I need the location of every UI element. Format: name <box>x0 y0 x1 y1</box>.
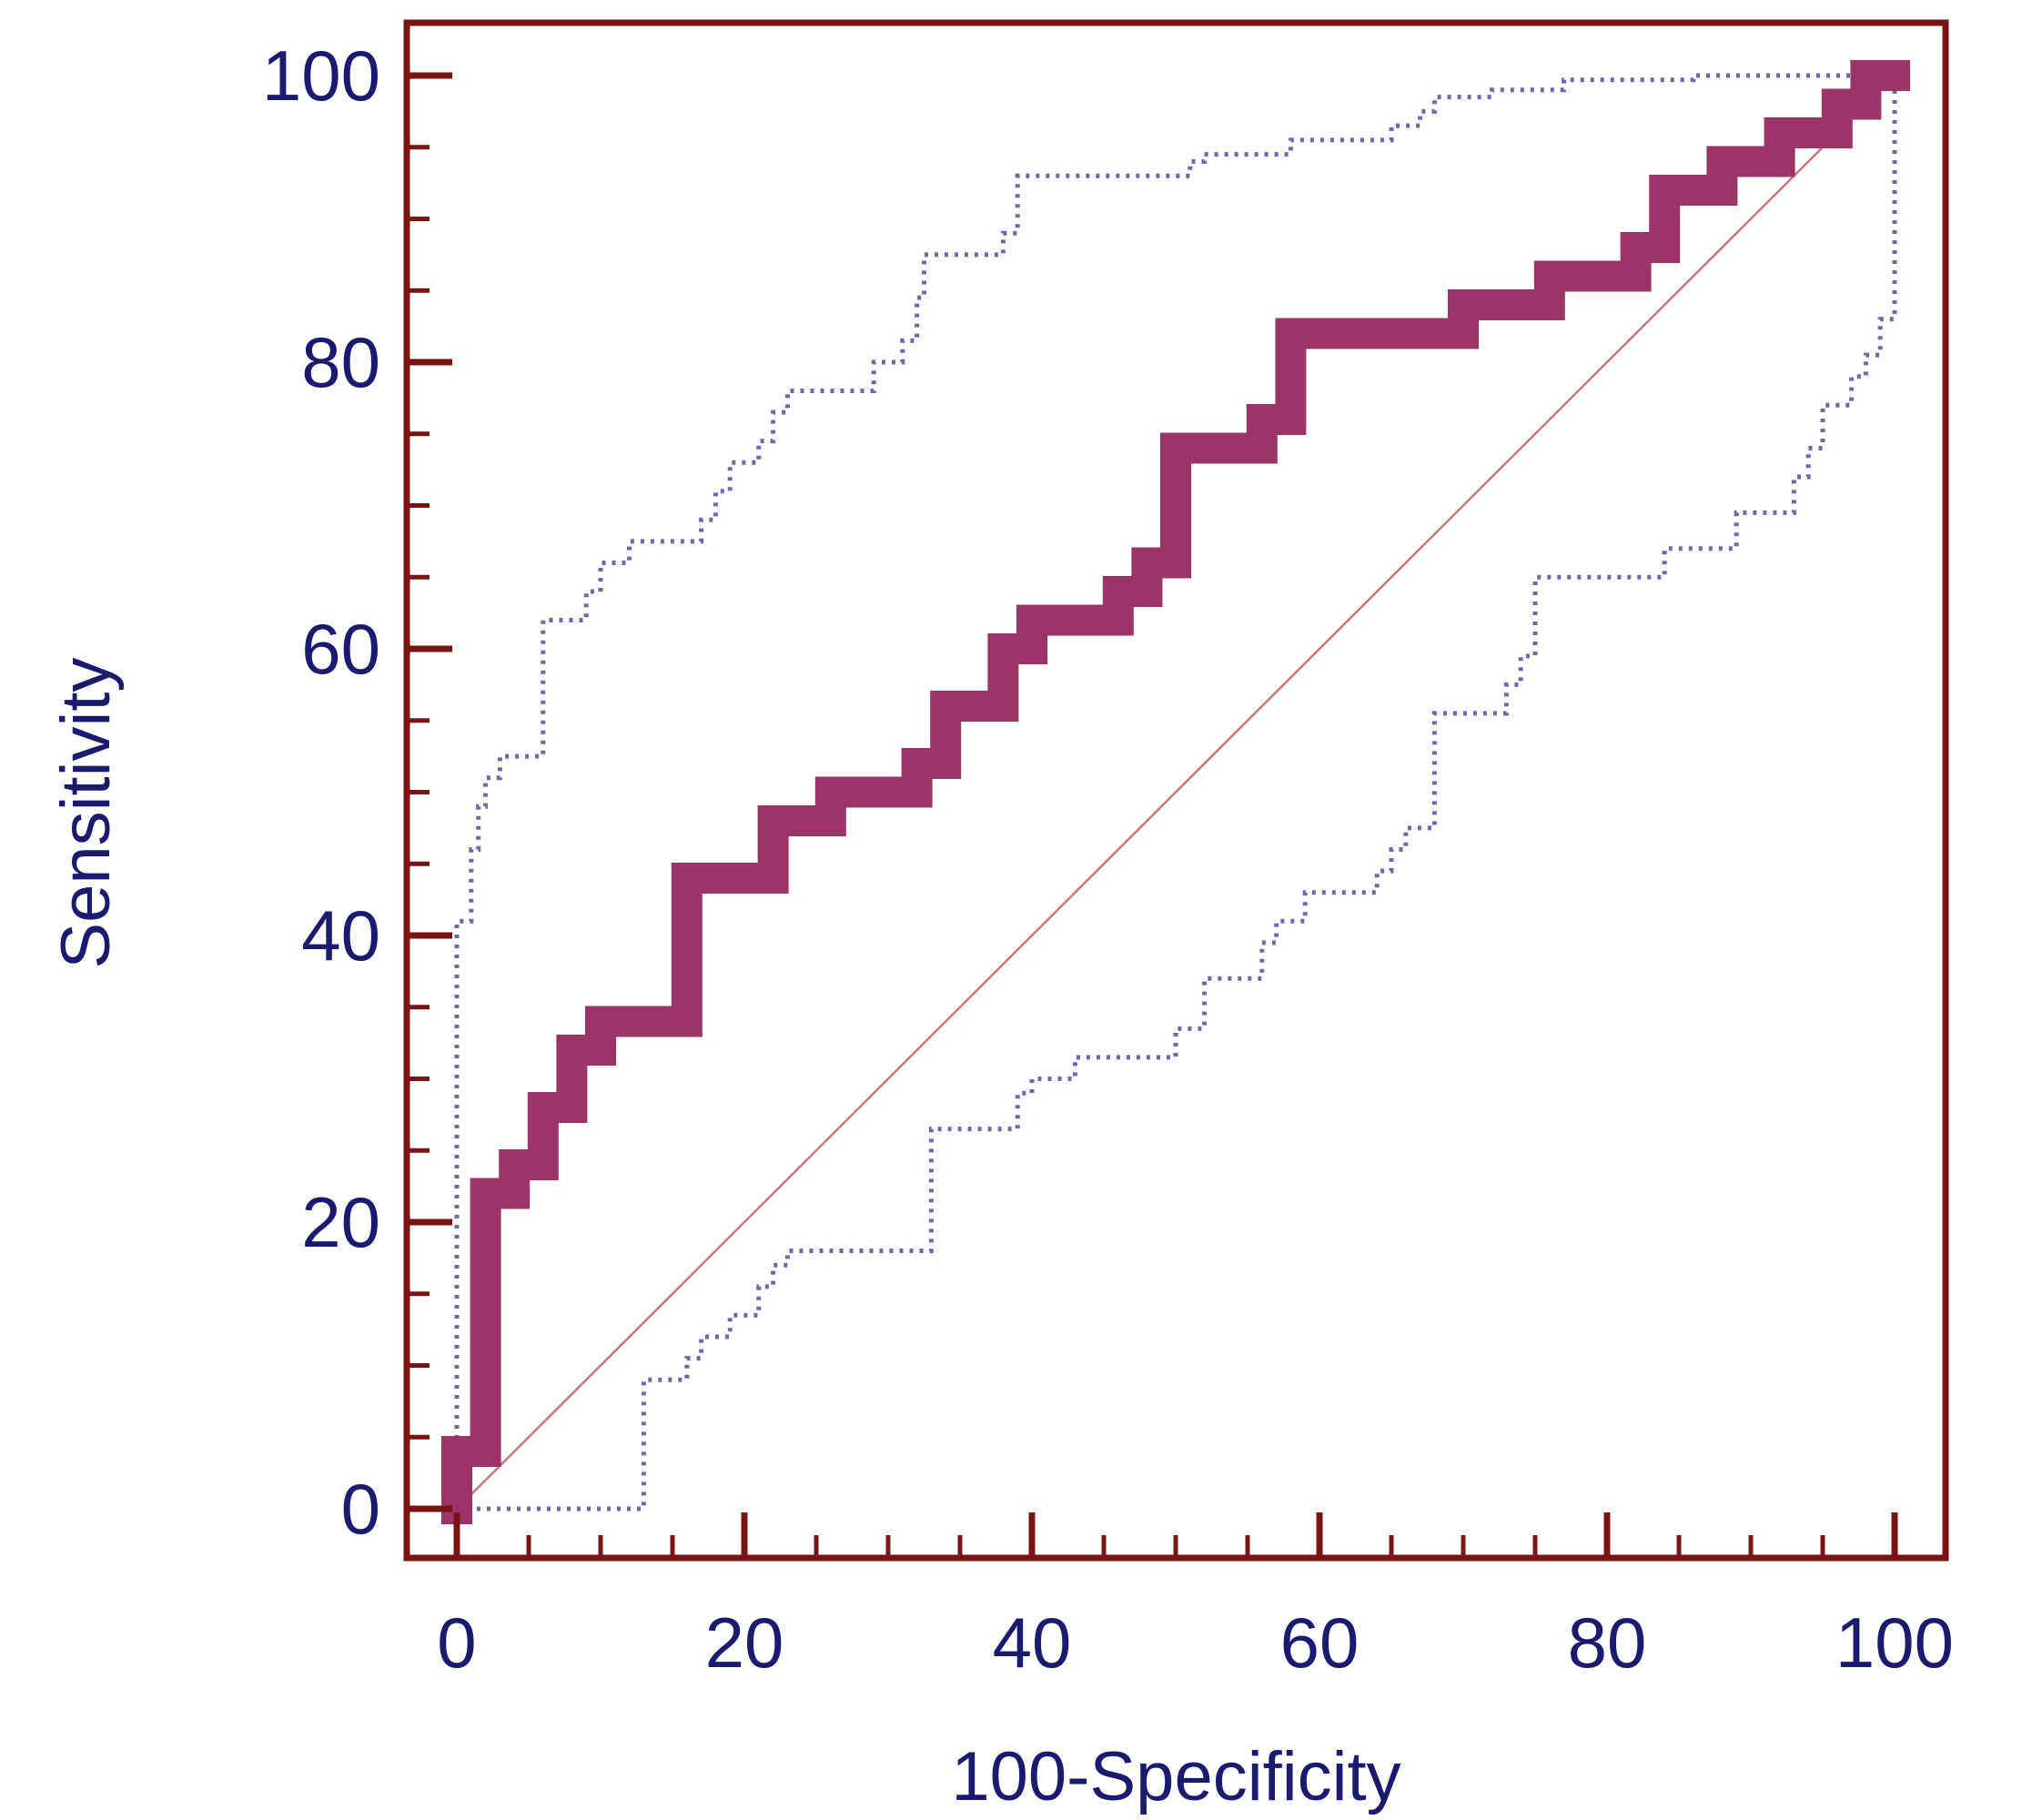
roc-curve <box>441 60 1910 1524</box>
y-tick-label: 20 <box>301 1182 380 1262</box>
y-tick-label: 40 <box>301 895 380 976</box>
x-axis-title: 100-Specificity <box>951 1738 1400 1815</box>
x-tick-label: 20 <box>705 1603 784 1683</box>
y-tick-label: 60 <box>301 609 380 689</box>
x-tick-label: 60 <box>1280 1603 1360 1683</box>
x-tick-label: 100 <box>1835 1603 1954 1683</box>
series-layer <box>441 60 1910 1524</box>
lower-confidence-bound <box>457 76 1897 1512</box>
tick-label-layer: 0 20 40 60 80 100 0 20 40 60 80 100 <box>262 35 1954 1683</box>
y-tick-label: 80 <box>301 322 380 402</box>
upper-confidence-bound <box>454 73 1895 1509</box>
y-axis-title: Sensitivity <box>47 657 125 968</box>
y-tick-label: 100 <box>262 35 380 116</box>
x-tick-label: 80 <box>1568 1603 1647 1683</box>
reference-diagonal <box>456 75 1896 1510</box>
y-tick-label: 0 <box>341 1469 380 1549</box>
x-tick-label: 0 <box>437 1603 476 1683</box>
x-tick-label: 40 <box>993 1603 1072 1683</box>
tick-layer <box>407 72 1898 1558</box>
